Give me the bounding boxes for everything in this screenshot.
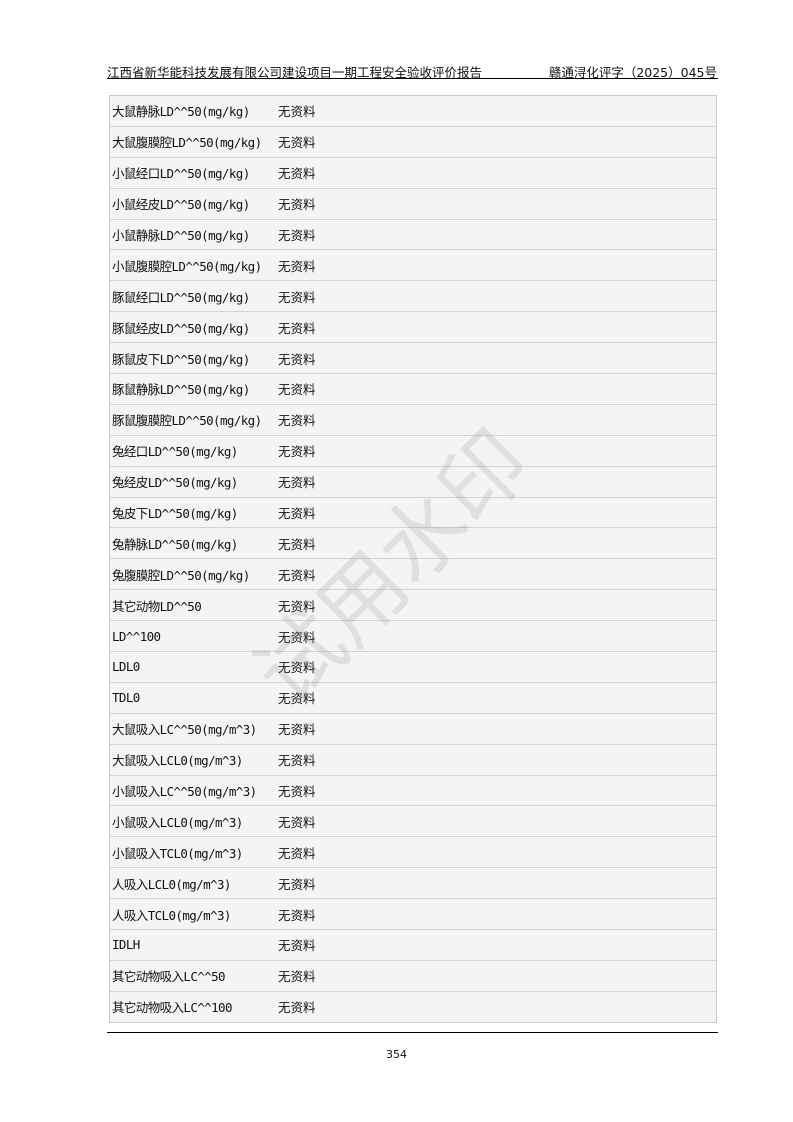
page-number: 354 <box>386 1048 407 1061</box>
table-row: 人吸入LCL0(mg/m^3) 无资料 <box>110 868 716 900</box>
row-item-value: 无资料 <box>278 104 316 120</box>
row-item-value: 无资料 <box>278 351 316 367</box>
table-row: 小鼠腹膜腔LD^^50(mg/kg) 无资料 <box>110 250 716 282</box>
table-row: 大鼠吸入LCL0(mg/m^3) 无资料 <box>110 745 716 776</box>
table-row: 小鼠静脉LD^^50(mg/kg) 无资料 <box>110 220 716 251</box>
table-row: 兔经皮LD^^50(mg/kg) 无资料 <box>110 467 716 498</box>
row-item-label: 小鼠经口LD^^50(mg/kg) <box>112 166 250 182</box>
table-row: 豚鼠经皮LD^^50(mg/kg) 无资料 <box>110 312 716 344</box>
row-item-label: 人吸入LCL0(mg/m^3) <box>112 876 231 892</box>
table-row: TDL0 无资料 <box>110 683 716 714</box>
row-item-value: 无资料 <box>278 506 316 522</box>
table-row: 其它动物LD^^50 无资料 <box>110 590 716 622</box>
row-item-value: 无资料 <box>278 969 316 985</box>
row-item-value: 无资料 <box>278 876 316 892</box>
row-item-value: 无资料 <box>278 166 316 182</box>
row-item-label: 兔经口LD^^50(mg/kg) <box>112 444 238 460</box>
report-title: 江西省新华能科技发展有限公司建设项目一期工程安全验收评价报告 <box>107 65 483 80</box>
table-row: LDL0 无资料 <box>110 652 716 683</box>
row-item-label: 大鼠腹膜腔LD^^50(mg/kg) <box>112 135 262 151</box>
row-item-value: 无资料 <box>278 197 316 213</box>
row-item-value: 无资料 <box>278 753 316 769</box>
table-row: 豚鼠静脉LD^^50(mg/kg) 无资料 <box>110 374 716 405</box>
row-item-value: 无资料 <box>278 691 316 707</box>
row-item-value: 无资料 <box>278 814 316 830</box>
table-row: 大鼠静脉LD^^50(mg/kg) 无资料 <box>110 96 716 127</box>
row-item-value: 无资料 <box>278 258 316 274</box>
row-item-label: 大鼠吸入LCL0(mg/m^3) <box>112 753 243 769</box>
row-item-label: 大鼠静脉LD^^50(mg/kg) <box>112 104 250 120</box>
row-item-label: 人吸入TCL0(mg/m^3) <box>112 907 231 923</box>
row-item-value: 无资料 <box>278 845 316 861</box>
row-item-value: 无资料 <box>278 444 316 460</box>
row-item-value: 无资料 <box>278 382 316 398</box>
toxicity-table: 大鼠静脉LD^^50(mg/kg) 无资料 大鼠腹膜腔LD^^50(mg/kg) 无资… <box>109 95 717 1023</box>
table-row: 大鼠吸入LC^^50(mg/m^3) 无资料 <box>110 714 716 745</box>
table-row: 豚鼠腹膜腔LD^^50(mg/kg) 无资料 <box>110 405 716 436</box>
table-row: 豚鼠经口LD^^50(mg/kg) 无资料 <box>110 281 716 313</box>
row-item-value: 无资料 <box>278 907 316 923</box>
table-row: 小鼠吸入TCL0(mg/m^3) 无资料 <box>110 837 716 869</box>
document-number: 赣通浔化评字（2025）045号 <box>548 65 717 80</box>
row-item-label: 兔皮下LD^^50(mg/kg) <box>112 506 238 522</box>
table-row: 小鼠经皮LD^^50(mg/kg) 无资料 <box>110 189 716 220</box>
row-item-value: 无资料 <box>278 722 316 738</box>
row-item-value: 无资料 <box>278 938 316 954</box>
row-item-label: 兔静脉LD^^50(mg/kg) <box>112 536 238 552</box>
row-item-label: 兔腹膜腔LD^^50(mg/kg) <box>112 567 250 583</box>
row-item-label: 其它动物吸入LC^^100 <box>112 1000 232 1016</box>
table-row: 其它动物吸入LC^^100 无资料 <box>110 992 716 1022</box>
row-item-value: 无资料 <box>278 289 316 305</box>
row-item-value: 无资料 <box>278 228 316 243</box>
row-item-label: 小鼠吸入LC^^50(mg/m^3) <box>112 784 257 800</box>
row-item-label: 豚鼠静脉LD^^50(mg/kg) <box>112 382 250 398</box>
row-item-label: 豚鼠经皮LD^^50(mg/kg) <box>112 320 250 336</box>
row-item-value: 无资料 <box>278 1000 316 1016</box>
row-item-label: 豚鼠经口LD^^50(mg/kg) <box>112 289 250 305</box>
row-item-label: 小鼠经皮LD^^50(mg/kg) <box>112 197 250 213</box>
row-item-value: 无资料 <box>278 598 316 614</box>
row-item-label: 豚鼠腹膜腔LD^^50(mg/kg) <box>112 413 262 429</box>
row-item-label: 其它动物LD^^50 <box>112 598 202 614</box>
row-item-label: 其它动物吸入LC^^50 <box>112 969 226 985</box>
table-row: 人吸入TCL0(mg/m^3) 无资料 <box>110 899 716 931</box>
row-item-label: 兔经皮LD^^50(mg/kg) <box>112 475 238 491</box>
table-row: 兔经口LD^^50(mg/kg) 无资料 <box>110 436 716 467</box>
row-item-value: 无资料 <box>278 784 316 800</box>
row-item-label: 小鼠吸入TCL0(mg/m^3) <box>112 845 243 861</box>
table-row: 小鼠吸入LC^^50(mg/m^3) 无资料 <box>110 776 716 807</box>
table-row: 大鼠腹膜腔LD^^50(mg/kg) 无资料 <box>110 127 716 158</box>
table-row: 其它动物吸入LC^^50 无资料 <box>110 961 716 992</box>
row-item-label: 小鼠吸入LCL0(mg/m^3) <box>112 814 243 830</box>
table-row: 豚鼠皮下LD^^50(mg/kg) 无资料 <box>110 343 716 375</box>
table-row: 兔皮下LD^^50(mg/kg) 无资料 <box>110 498 716 529</box>
row-item-label: 大鼠吸入LC^^50(mg/m^3) <box>112 722 257 738</box>
row-item-label: 小鼠腹膜腔LD^^50(mg/kg) <box>112 258 262 274</box>
row-item-label: TDL0 <box>112 690 140 706</box>
row-item-label: 豚鼠皮下LD^^50(mg/kg) <box>112 351 250 367</box>
row-item-value: 无资料 <box>278 629 316 645</box>
table-row: 小鼠吸入LCL0(mg/m^3) 无资料 <box>110 806 716 838</box>
table-row: 兔腹膜腔LD^^50(mg/kg) 无资料 <box>110 559 716 591</box>
table-row: 小鼠经口LD^^50(mg/kg) 无资料 <box>110 158 716 189</box>
header-divider <box>107 78 718 79</box>
table-row: 兔静脉LD^^50(mg/kg) 无资料 <box>110 528 716 560</box>
footer-divider <box>107 1032 718 1033</box>
row-item-value: 无资料 <box>278 135 316 151</box>
row-item-label: 小鼠静脉LD^^50(mg/kg) <box>112 228 250 243</box>
row-item-value: 无资料 <box>278 567 316 583</box>
row-item-value: 无资料 <box>278 475 316 491</box>
row-item-label: LD^^100 <box>112 628 161 644</box>
row-item-value: 无资料 <box>278 660 316 676</box>
row-item-label: IDLH <box>112 937 140 953</box>
table-row: LD^^100 无资料 <box>110 621 716 653</box>
row-item-label: LDL0 <box>112 659 140 675</box>
table-row: IDLH 无资料 <box>110 930 716 961</box>
row-item-value: 无资料 <box>278 320 316 336</box>
row-item-value: 无资料 <box>278 536 316 552</box>
row-item-value: 无资料 <box>278 413 316 429</box>
